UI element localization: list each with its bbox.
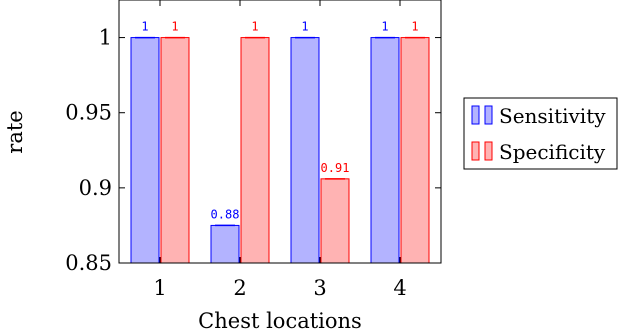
data-label-sensitivity-1: 1 [141, 20, 148, 34]
data-label-specificity-1: 1 [171, 20, 178, 34]
bar-sensitivity-1 [130, 37, 160, 264]
y-axis-title: rate [3, 110, 27, 153]
data-labels-layer: 1 1 0.88 1 1 0.91 1 1 [141, 20, 418, 222]
data-label-specificity-2: 1 [251, 20, 258, 34]
bar-sensitivity-4 [370, 37, 400, 264]
y-tick-label-0.85: 0.85 [65, 251, 112, 275]
bar-specificity-2 [240, 37, 270, 264]
bars-layer [130, 36, 430, 264]
bar-specificity-4 [400, 37, 430, 264]
x-axis: 1 2 3 4 [153, 0, 407, 300]
y-tick-label-1: 1 [99, 26, 112, 50]
data-label-specificity-3: 0.91 [321, 161, 350, 175]
legend-swatch-sensitivity-a [471, 105, 480, 125]
legend-label-specificity: Specificity [499, 140, 606, 164]
bar-specificity-3 [320, 178, 350, 264]
data-label-sensitivity-2: 0.88 [211, 207, 240, 221]
x-tick-label-1: 1 [153, 276, 166, 300]
bar-sensitivity-2 [210, 224, 240, 264]
x-tick-label-2: 2 [233, 276, 246, 300]
bar-specificity-1 [160, 37, 190, 264]
x-tick-label-4: 4 [393, 276, 406, 300]
plot-frame [118, 0, 442, 264]
y-tick-label-0.9: 0.9 [79, 176, 112, 200]
legend-swatch-specificity-b [484, 141, 493, 161]
data-label-sensitivity-4: 1 [381, 20, 388, 34]
data-label-specificity-4: 1 [411, 20, 418, 34]
legend-label-sensitivity: Sensitivity [499, 104, 606, 128]
y-axis: 0.85 0.9 0.95 1 [65, 26, 441, 275]
bar-sensitivity-3 [290, 37, 320, 264]
x-axis-title: Chest locations [198, 309, 362, 331]
y-tick-label-0.95: 0.95 [65, 101, 112, 125]
x-tick-label-3: 3 [313, 276, 326, 300]
data-label-sensitivity-3: 1 [301, 20, 308, 34]
legend-swatch-sensitivity-b [484, 105, 493, 125]
legend: Sensitivity Specificity [463, 97, 618, 170]
legend-swatch-specificity-a [471, 141, 480, 161]
